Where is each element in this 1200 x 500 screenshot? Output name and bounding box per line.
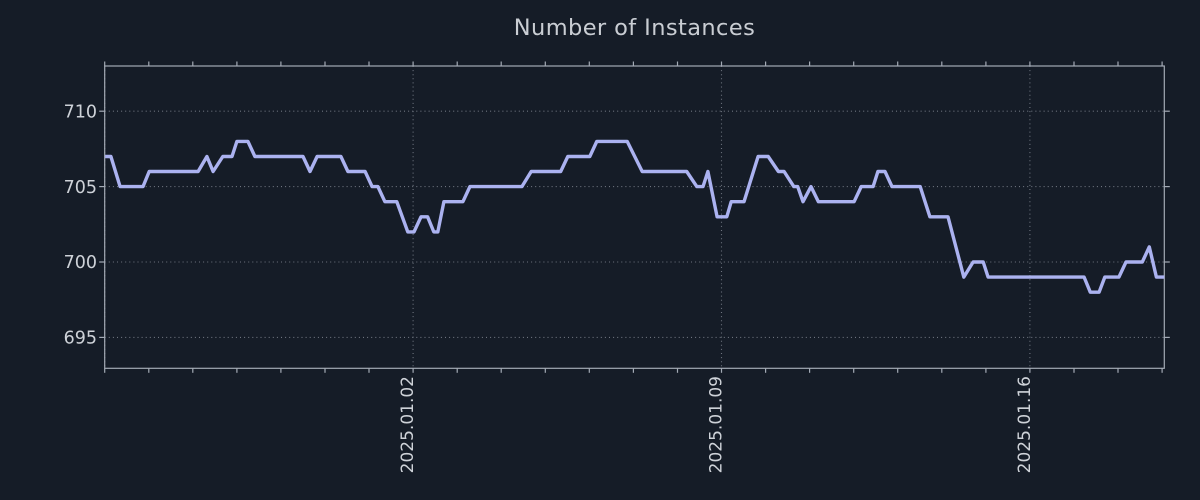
x-tick-label: 2025.01.09 (707, 376, 727, 473)
gridlines (104, 66, 1165, 369)
chart-title: Number of Instances (513, 15, 756, 41)
y-tick-label: 695 (64, 329, 97, 349)
x-tick-label: 2025.01.02 (398, 376, 418, 473)
x-tick-label: 2025.01.16 (1015, 376, 1035, 473)
y-tick-label: 710 (64, 102, 97, 122)
series-line-instances (105, 139, 1165, 294)
y-tick-label: 705 (64, 178, 97, 198)
y-tick-label: 700 (64, 253, 97, 273)
axis-ticks (99, 61, 1170, 373)
plot-border (104, 65, 1165, 369)
